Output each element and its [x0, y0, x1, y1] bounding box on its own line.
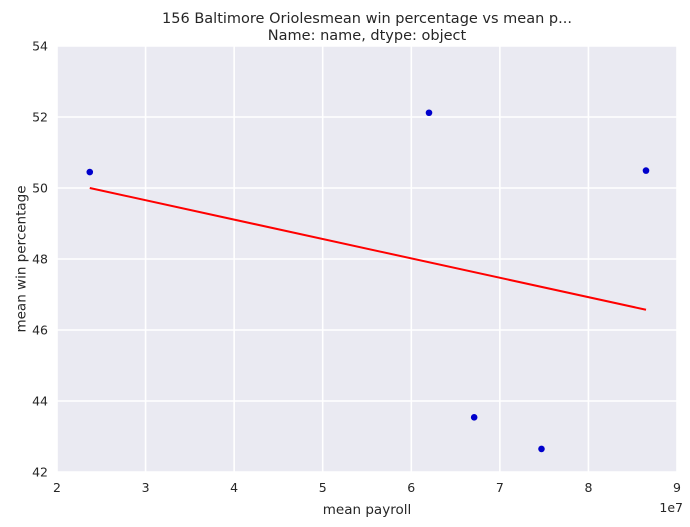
y-tick-label: 48 [32, 252, 48, 267]
x-axis-label: mean payroll [323, 502, 411, 518]
data-point [538, 445, 545, 453]
data-point [642, 167, 650, 174]
y-tick-label: 46 [32, 323, 48, 338]
y-tick-label: 54 [32, 39, 48, 54]
x-tick-label: 2 [53, 480, 61, 495]
x-tick-label: 4 [230, 480, 238, 495]
chart-title-line-1: 156 Baltimore Oriolesmean win percentage… [162, 11, 572, 27]
x-tick-label: 3 [142, 480, 150, 495]
y-tick-label: 42 [32, 465, 48, 480]
chart-title-line-2: Name: name, dtype: object [268, 28, 467, 44]
x-tick-label: 9 [673, 480, 681, 495]
fit-line [89, 187, 647, 311]
data-point [470, 414, 478, 421]
y-tick-label: 44 [32, 394, 48, 409]
data-points [86, 109, 650, 453]
grid-lines [56, 45, 678, 473]
x-tick-label: 8 [584, 480, 592, 495]
y-axis-label: mean win percentage [14, 185, 30, 332]
x-axis-offset-label: 1e7 [659, 500, 683, 515]
x-tick-label: 6 [407, 480, 415, 495]
y-tick-label: 50 [32, 181, 48, 196]
data-point [425, 109, 433, 117]
data-point [86, 168, 94, 176]
x-tick-labels: 2 3 4 5 6 7 8 9 [53, 480, 681, 495]
y-tick-label: 52 [32, 110, 48, 125]
x-tick-label: 7 [496, 480, 504, 495]
x-tick-label: 5 [319, 480, 327, 495]
fit-line-layer [89, 187, 647, 311]
y-tick-labels: 42 44 46 48 50 52 54 [32, 39, 48, 480]
